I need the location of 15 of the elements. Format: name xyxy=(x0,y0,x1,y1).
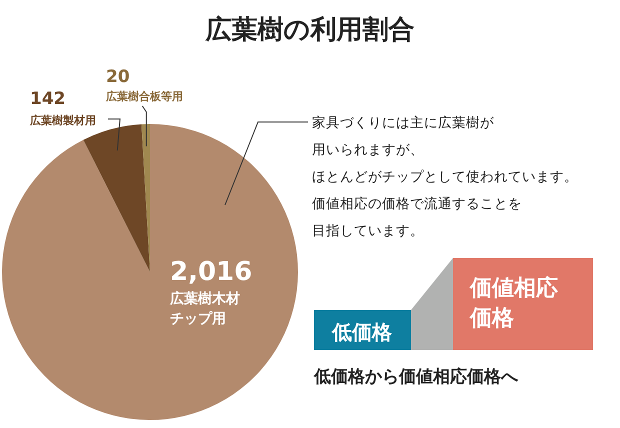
chart-title: 広葉樹の利用割合 xyxy=(204,15,414,45)
slice-label: 広葉樹木材チップ用 xyxy=(169,290,240,327)
text: 低価格 xyxy=(331,320,393,344)
text: 価値相応価格 xyxy=(469,275,558,331)
text: ほとんどがチップとして使われています。 xyxy=(312,169,578,185)
data-label: 20 xyxy=(106,67,130,87)
text: 価値相応の価格で流通することを xyxy=(312,196,522,212)
data-label: 2,016 xyxy=(170,257,252,287)
text: 目指しています。 xyxy=(312,223,424,239)
text: 用いられますが、 xyxy=(312,142,424,158)
text: 低価格から価値相応価格へ xyxy=(313,367,519,387)
text: 家具づくりには主に広葉樹が xyxy=(312,115,495,131)
slice-label: 広葉樹製材用 xyxy=(29,114,96,127)
data-label: 142 xyxy=(30,89,66,109)
slice-label: 広葉樹合板等用 xyxy=(105,90,183,103)
